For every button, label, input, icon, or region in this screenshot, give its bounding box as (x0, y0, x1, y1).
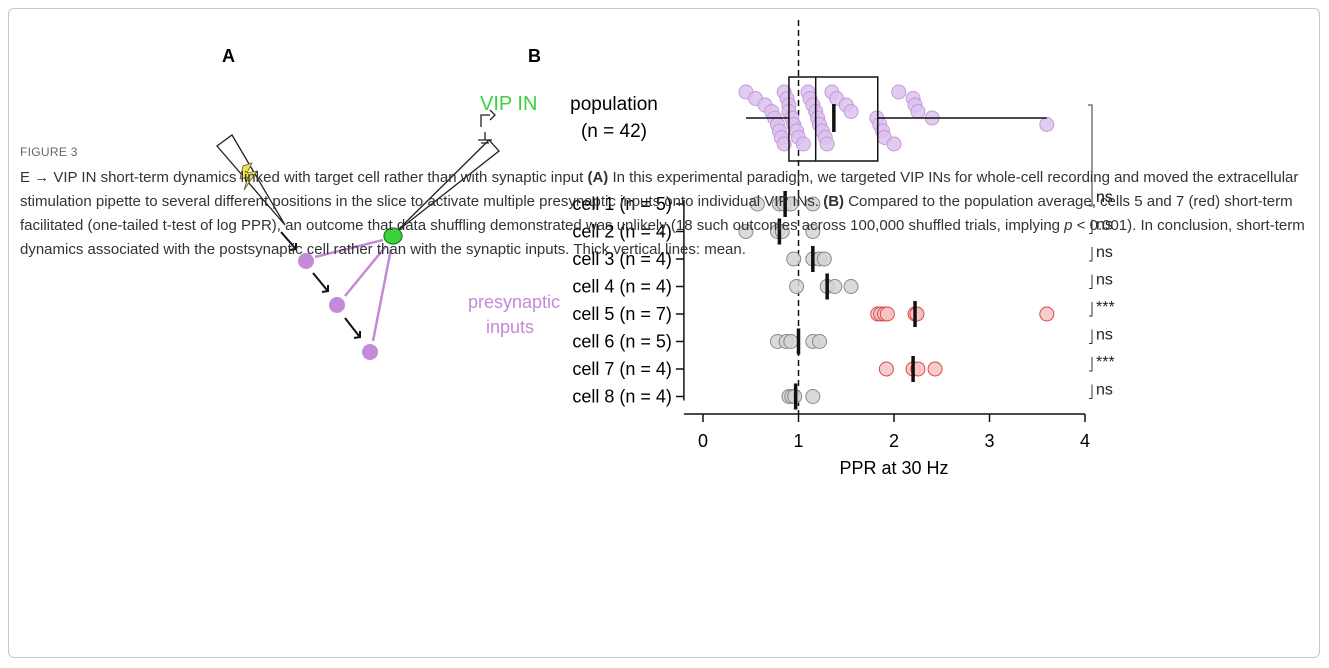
data-point (911, 105, 925, 119)
data-point (880, 307, 894, 321)
data-point (879, 362, 893, 376)
data-point (844, 105, 858, 119)
caption: E → VIP IN short-term dynamics linked wi… (20, 166, 1315, 262)
x-tick-label: 0 (698, 431, 708, 451)
caption-text: (A) (587, 169, 608, 186)
x-tick-label: 4 (1080, 431, 1090, 451)
significance-bracket (1089, 357, 1092, 371)
data-point (887, 137, 901, 151)
x-tick-label: 2 (889, 431, 899, 451)
caption-text: E → VIP IN short-term dynamics linked wi… (20, 169, 587, 186)
significance-bracket (1089, 275, 1092, 289)
caption-text: p (1064, 217, 1072, 234)
data-point (790, 280, 804, 294)
x-tick-label: 1 (793, 431, 803, 451)
data-point (892, 85, 906, 99)
category-label: cell 6 (n = 5) (572, 332, 672, 352)
figure-label: FIGURE 3 (20, 145, 78, 159)
caption-text: (B) (823, 193, 844, 210)
inputs-label: inputs (486, 317, 534, 337)
panel-label: B (528, 46, 541, 66)
category-label: cell 4 (n = 4) (572, 277, 672, 297)
data-point (844, 280, 858, 294)
category-label: (n = 42) (581, 121, 647, 142)
data-point (910, 307, 924, 321)
data-point (796, 137, 810, 151)
significance: ns (1096, 327, 1113, 344)
x-tick-label: 3 (984, 431, 994, 451)
data-point (828, 280, 842, 294)
data-point (1040, 118, 1054, 132)
data-point (784, 335, 798, 349)
category-label: cell 5 (n = 7) (572, 304, 672, 324)
category-label: cell 8 (n = 4) (572, 387, 672, 407)
significance: ns (1096, 382, 1113, 399)
data-point (806, 390, 820, 404)
category-label: cell 7 (n = 4) (572, 359, 672, 379)
significance: *** (1096, 354, 1115, 371)
data-point (928, 362, 942, 376)
significance: *** (1096, 299, 1115, 316)
data-point (1040, 307, 1054, 321)
page: A B VIP IN presynaptic inputs 0 1 2 3 4 PPR a… (0, 0, 1329, 668)
inputs-label: presynaptic (468, 292, 560, 312)
x-axis-label: PPR at 30 Hz (839, 458, 948, 478)
panel-label: A (222, 46, 235, 66)
category-label: population (570, 94, 658, 115)
neuron (329, 297, 345, 313)
cell-label: VIP IN (480, 93, 537, 115)
significance-bracket (1089, 302, 1092, 316)
data-point (813, 335, 827, 349)
significance-bracket (1089, 385, 1092, 399)
significance-bracket (1089, 330, 1092, 344)
neuron (362, 344, 378, 360)
data-point (820, 137, 834, 151)
significance: ns (1096, 272, 1113, 289)
